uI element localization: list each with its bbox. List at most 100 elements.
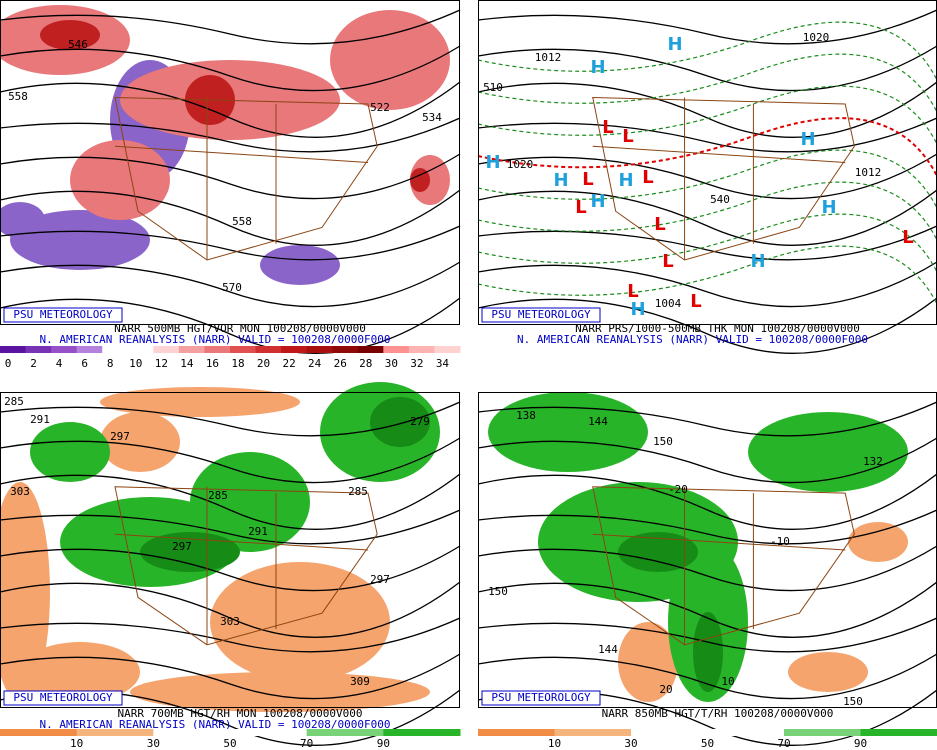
map-frame (0, 0, 460, 325)
colorbar-swatch (332, 346, 359, 353)
border-lines (592, 486, 855, 646)
contour-label: 1004 (655, 297, 682, 310)
shaded-area (330, 10, 450, 110)
contour-line (477, 225, 937, 261)
contour-label: 285 (348, 485, 368, 498)
colorbar-swatch (554, 729, 632, 736)
contour-line (0, 117, 461, 153)
contour-label: 303 (10, 485, 30, 498)
pressure-center: L (662, 251, 673, 272)
pressure-center: H (590, 57, 605, 78)
shaded-area (488, 392, 648, 472)
pressure-center: H (750, 251, 765, 272)
shaded-area (260, 245, 340, 285)
colorbar-label: 10 (129, 357, 142, 370)
contour-label: 150 (843, 695, 863, 708)
contour-line (477, 45, 937, 92)
colorbar-swatch (204, 346, 231, 353)
badge-box (481, 690, 601, 706)
map-panel: 285 291 297 303 285 291 297 279 285 297 303 309 PSU … (0, 382, 461, 746)
contour-line (0, 581, 461, 638)
shaded-area (410, 168, 430, 192)
pressure-center: H (485, 152, 500, 173)
shaded-area (30, 422, 110, 482)
colorbar-swatch (408, 346, 435, 353)
colorbar-swatch (51, 346, 78, 353)
contour-line (0, 545, 461, 592)
colorbar-swatch (434, 346, 461, 353)
contour-label: -10 (770, 535, 790, 548)
colorbar-label: 90 (377, 737, 390, 750)
contour-label: 285 (208, 489, 228, 502)
colorbar-swatch (281, 346, 308, 353)
contour-line (0, 9, 461, 45)
colorbar-label: 50 (223, 737, 236, 750)
colorbar-label: 24 (308, 357, 322, 370)
colorbar-label: 6 (81, 357, 88, 370)
colorbar-swatch (357, 346, 384, 353)
thickness-line (477, 213, 937, 273)
pressure-center: L (575, 197, 586, 218)
pressure-center: L (627, 281, 638, 302)
shaded-area (370, 397, 430, 447)
shaded-area (140, 532, 240, 572)
pressure-center: L (642, 167, 653, 188)
colorbar-swatch (0, 346, 27, 353)
colorbar-swatch (0, 729, 78, 736)
shaded-area (0, 202, 45, 238)
colorbar-label: 4 (56, 357, 63, 370)
shaded-area (40, 20, 100, 50)
contour-line (0, 617, 461, 653)
contour-line (477, 653, 937, 700)
thickness-line (477, 117, 937, 177)
contour-label: 558 (232, 215, 252, 228)
colorbar-swatch (127, 346, 154, 353)
contour-label: 291 (30, 413, 50, 426)
colorbar-swatch (383, 346, 410, 353)
colorbar-label: 34 (436, 357, 450, 370)
contour-label: 138 (516, 409, 536, 422)
caption-line: N. AMERICAN REANALYSIS (NARR) VALID = 10… (40, 718, 391, 731)
shaded-area (10, 210, 150, 270)
contour-line (477, 509, 937, 545)
contour-line (0, 509, 461, 545)
contour-line (0, 261, 461, 308)
shaded-area (100, 387, 300, 417)
shaded-area (70, 140, 170, 220)
colorbar-swatch (102, 346, 129, 353)
colorbar-swatch (153, 346, 180, 353)
contour-line (477, 401, 937, 437)
contour-line (0, 189, 461, 246)
colorbar-label: 14 (180, 357, 194, 370)
contour-label: 309 (350, 675, 370, 688)
colorbar-label: 10 (548, 737, 561, 750)
contour-label: 540 (710, 193, 730, 206)
contour-line (0, 401, 461, 437)
border-lines (114, 96, 378, 261)
badge: PSU METEOROLOGY (13, 308, 113, 321)
colorbar-label: 2 (30, 357, 37, 370)
colorbar-swatch (860, 729, 937, 736)
pressure-center: L (622, 126, 633, 147)
pressure-center: H (553, 170, 568, 191)
pressure-center: H (821, 197, 836, 218)
contour-label: 546 (68, 38, 88, 51)
pressure-center: H (618, 170, 633, 191)
colorbar-swatch (707, 729, 785, 736)
contour-line (0, 225, 461, 261)
colorbar-label: 20 (257, 357, 270, 370)
pressure-center: L (602, 117, 613, 138)
contour-label: 534 (422, 111, 442, 124)
colorbar-label: 16 (206, 357, 219, 370)
contour-line (0, 473, 461, 530)
colorbar-label: 8 (107, 357, 114, 370)
contour-line (0, 437, 461, 484)
contour-label: 279 (410, 415, 430, 428)
contour-line (477, 117, 937, 153)
caption-line: NARR PRS/1000-500MB THK MON 100208/0000V… (575, 322, 860, 335)
contour-line (477, 153, 937, 200)
thickness-line (477, 181, 937, 241)
thickness-line (477, 53, 937, 113)
contour-label: 10 (721, 675, 734, 688)
